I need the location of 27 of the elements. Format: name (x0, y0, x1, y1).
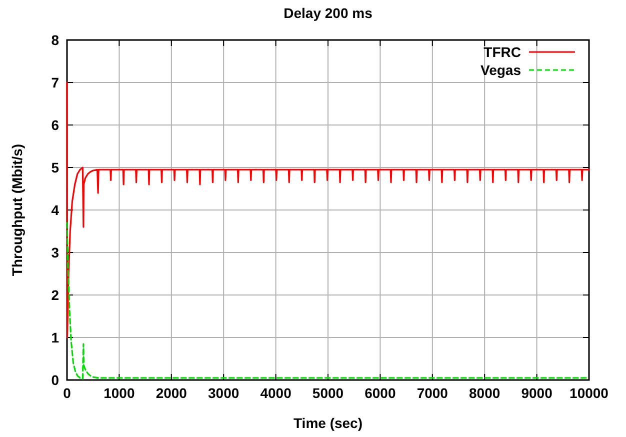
x-tick-label: 5000 (312, 385, 344, 401)
x-tick-label: 6000 (364, 385, 396, 401)
y-tick-label: 5 (51, 160, 60, 176)
y-tick-label: 2 (51, 287, 60, 303)
chart-title: Delay 200 ms (284, 5, 373, 21)
x-tick-label: 9000 (521, 385, 553, 401)
x-tick-label: 8000 (469, 385, 500, 401)
y-tick-label: 7 (51, 74, 60, 90)
y-tick-label: 1 (51, 330, 60, 346)
y-tick-label: 4 (51, 202, 60, 218)
y-axis-title: Throughput (Mbit/s) (9, 144, 25, 276)
y-tick-label: 3 (51, 244, 60, 260)
y-tick-label: 8 (51, 32, 60, 48)
y-tick-label: 6 (51, 117, 60, 133)
x-tick-label: 4000 (260, 385, 292, 401)
x-tick-label: 7000 (416, 385, 448, 401)
x-tick-label: 0 (63, 385, 72, 401)
legend-label: TFRC (484, 44, 521, 60)
x-tick-label: 1000 (104, 385, 135, 401)
line-series (66, 82, 590, 338)
legend-label: Vegas (480, 62, 522, 78)
x-tick-label: 3000 (208, 385, 240, 401)
x-tick-label: 10000 (570, 385, 609, 401)
y-tick-label: 0 (51, 372, 60, 388)
x-tick-label: 2000 (156, 385, 188, 401)
x-axis-title: Time (sec) (294, 415, 362, 431)
line-series (66, 222, 590, 380)
